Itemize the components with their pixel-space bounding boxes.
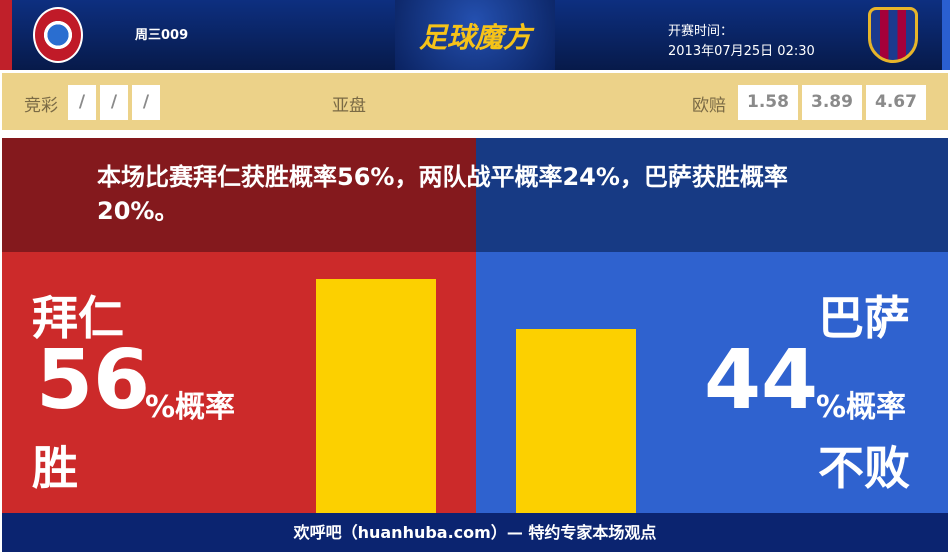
kickoff-label: 开赛时间： [668,24,734,39]
home-percent-unit: %概率 [145,390,236,425]
euro-label: 欧赔 [692,96,726,116]
home-outcome: 胜 [32,441,78,495]
euro-odd-draw: 3.89 [802,85,862,120]
euro-odd-home: 1.58 [738,85,798,120]
summary-text: 本场比赛拜仁获胜概率56%，两队战平概率24%，巴萨获胜概率20%。 [97,163,788,225]
summary-bg-home [2,138,476,252]
odds-bar: 竞彩 / / / 亚盘 欧赔 1.58 3.89 4.67 [2,73,948,130]
asian-label: 亚盘 [332,96,366,116]
kickoff-time: 2013年07月25日 02:30 [668,44,815,59]
barcelona-logo-icon [868,7,918,63]
home-strip [0,0,12,70]
home-name: 拜仁 [32,291,124,345]
brand-logo: 足球魔方 [395,0,555,70]
home-probability-bar [316,279,436,513]
bayern-logo-icon [33,7,83,63]
jingcai-label: 竞彩 [24,96,58,116]
home-percent: 56 [36,333,151,428]
away-name: 巴萨 [818,291,910,345]
away-strip [942,0,950,70]
jingcai-odd: / [68,85,96,120]
footer: 欢呼吧（huanhuba.com）— 特约专家本场观点 [2,513,948,552]
brand-logo-text: 足球魔方 [418,21,531,54]
away-percent-unit: %概率 [816,390,907,425]
match-number: 周三009 [135,28,189,43]
jingcai-odd: / [132,85,160,120]
summary-bg-away [476,138,948,252]
away-outcome: 不败 [818,441,910,495]
euro-odd-away: 4.67 [866,85,926,120]
away-percent: 44 [704,333,819,428]
away-probability-bar [516,329,636,513]
jingcai-odd: / [100,85,128,120]
